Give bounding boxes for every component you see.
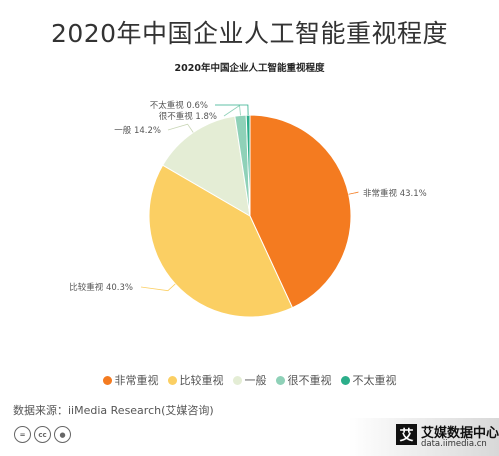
slice-label: 一般 14.2% xyxy=(114,125,161,136)
pie-slice[interactable] xyxy=(249,114,352,309)
slice-label: 非常重视 43.1% xyxy=(363,188,427,199)
legend-item[interactable]: 很不重视 xyxy=(275,372,332,388)
slice-leader-line xyxy=(140,283,176,292)
slice-leader-line xyxy=(223,104,241,117)
cc-license-icon: = xyxy=(14,426,31,443)
cc-by-icon: cc xyxy=(34,426,51,443)
legend-item[interactable]: 比较重视 xyxy=(167,372,224,388)
legend-item[interactable]: 不太重视 xyxy=(340,372,397,388)
legend-label: 不太重视 xyxy=(352,374,397,387)
legend-label: 一般 xyxy=(244,374,267,387)
pie-slice[interactable] xyxy=(162,115,251,217)
legend-swatch xyxy=(102,375,112,385)
slice-leader-line xyxy=(214,104,249,116)
brand-url: data.iimedia.cn xyxy=(421,439,487,449)
legend-swatch xyxy=(167,375,177,385)
chart-title: 2020年中国企业人工智能重视程度 xyxy=(174,63,325,74)
legend-swatch xyxy=(232,375,242,385)
slice-label: 不太重视 0.6% xyxy=(150,100,208,111)
legend-label: 非常重视 xyxy=(114,374,159,387)
legend-item[interactable]: 一般 xyxy=(232,372,267,388)
pie-slice[interactable] xyxy=(148,164,294,318)
legend-swatch xyxy=(275,375,285,385)
chart-legend: 非常重视 比较重视 一般 很不重视 不太重视 xyxy=(0,372,499,388)
brand-logo-icon: 艾 xyxy=(396,424,417,445)
slice-label: 很不重视 1.8% xyxy=(159,111,217,122)
page-title: 2020年中国企业人工智能重视程度 xyxy=(50,19,449,48)
slice-leader-line xyxy=(167,123,194,133)
brand-name: 艾媒数据中心 xyxy=(421,426,499,441)
legend-swatch xyxy=(340,375,350,385)
slice-label: 比较重视 40.3% xyxy=(69,282,133,293)
data-source: 数据来源：iiMedia Research(艾媒咨询) xyxy=(13,404,214,417)
brand-band xyxy=(349,418,499,456)
pie-slice[interactable] xyxy=(245,114,251,217)
license-icons: = cc ● xyxy=(14,426,71,443)
legend-label: 比较重视 xyxy=(179,374,224,387)
attribution-icon: ● xyxy=(54,426,71,443)
legend-label: 很不重视 xyxy=(287,374,332,387)
slice-leader-line xyxy=(348,191,359,195)
legend-item[interactable]: 非常重视 xyxy=(102,372,159,388)
